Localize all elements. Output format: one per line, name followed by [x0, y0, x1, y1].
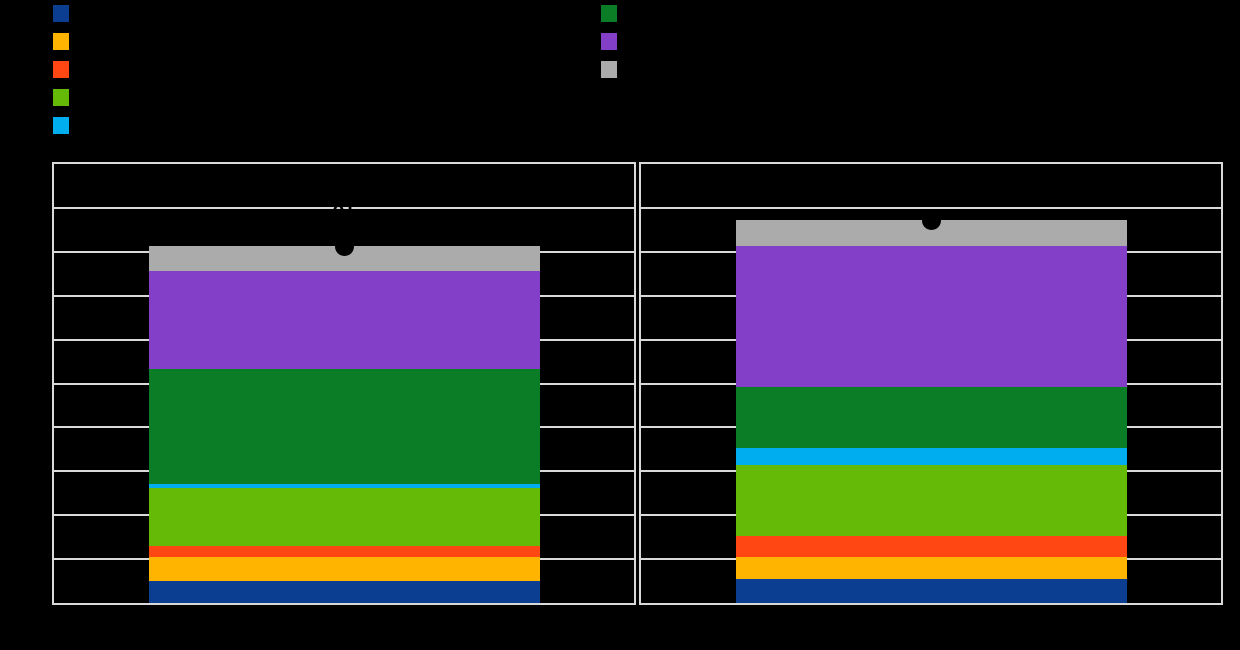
legend-item-gray: [601, 61, 625, 78]
legend-column-1: [53, 5, 77, 134]
bar-segment-lime-green: [735, 465, 1127, 536]
total-value-label-2: 87: [919, 170, 943, 193]
bar-segment-cyan: [148, 483, 540, 488]
bar-segment-navy: [735, 578, 1127, 603]
total-value-label-1: 81: [332, 196, 356, 219]
facet-panel-1: 81: [52, 162, 636, 605]
legend-item-dark-green: [601, 5, 625, 22]
bar-segment-navy: [148, 580, 540, 603]
facet-panel-1-plot-area: 81: [54, 164, 634, 603]
legend-swatch-purple: [601, 33, 617, 50]
stacked-bar-1: [148, 164, 540, 603]
bar-segment-purple: [735, 246, 1127, 388]
legend-swatch-amber: [53, 33, 69, 50]
legend-swatch-cyan: [53, 117, 69, 134]
legend-item-navy: [53, 5, 77, 22]
bar-segment-dark-green: [735, 387, 1127, 449]
bar-segment-dark-green: [148, 368, 540, 484]
legend-item-purple: [601, 33, 625, 50]
legend-swatch-navy: [53, 5, 69, 22]
legend-item-amber: [53, 33, 77, 50]
legend-swatch-red-orange: [53, 61, 69, 78]
bar-segment-red-orange: [735, 535, 1127, 558]
stacked-bar-2: [735, 164, 1127, 603]
total-point-marker-1: [334, 236, 354, 256]
bar-segment-red-orange: [148, 546, 540, 557]
gridline-y-90: [54, 206, 634, 209]
facet-panel-2: 87: [639, 162, 1223, 605]
legend-item-cyan: [53, 117, 77, 134]
legend-item-lime-green: [53, 89, 77, 106]
legend-swatch-dark-green: [601, 5, 617, 22]
gridline-y-90: [641, 206, 1221, 209]
facet-panel-2-plot-area: 87: [641, 164, 1221, 603]
bar-segment-amber: [735, 557, 1127, 579]
bar-segment-cyan: [735, 448, 1127, 466]
legend-column-2: [601, 5, 625, 78]
bar-segment-lime-green: [148, 487, 540, 547]
total-point-marker-2: [921, 210, 941, 230]
bar-segment-purple: [148, 271, 540, 369]
legend-swatch-gray: [601, 61, 617, 78]
legend-item-red-orange: [53, 61, 77, 78]
bar-segment-amber: [148, 556, 540, 581]
legend-swatch-lime-green: [53, 89, 69, 106]
